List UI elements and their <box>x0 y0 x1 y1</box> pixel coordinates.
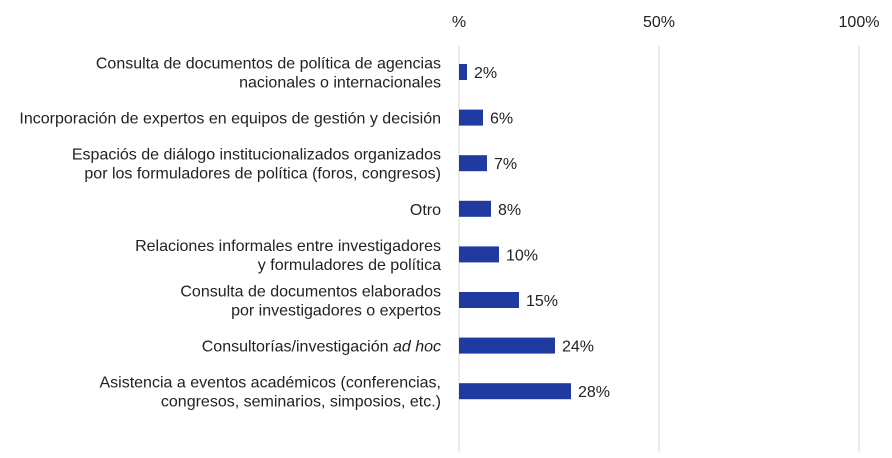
category-label: Relaciones informales entre investigador… <box>135 238 441 255</box>
category-label: Incorporación de expertos en equipos de … <box>19 111 441 128</box>
category-label: congresos, seminarios, simposios, etc.) <box>161 394 441 411</box>
bar <box>459 383 571 400</box>
data-label: 28% <box>578 384 610 401</box>
bar <box>459 155 487 172</box>
data-label: 8% <box>498 202 521 219</box>
bar <box>459 200 491 217</box>
x-axis-ticks: % 50% 100% <box>452 14 880 31</box>
category-labels: Consulta de documentos de política de ag… <box>19 56 441 411</box>
category-label: por los formuladores de política (foros,… <box>84 166 441 183</box>
category-label: nacionales o internacionales <box>239 75 441 92</box>
bars <box>459 64 571 400</box>
category-label: Consulta de documentos de política de ag… <box>96 56 441 73</box>
x-tick-label: 100% <box>839 14 880 31</box>
category-label: y formuladores de política <box>258 257 441 274</box>
category-label: Otro <box>410 202 441 219</box>
bar <box>459 292 519 308</box>
x-tick-label: % <box>452 14 466 31</box>
x-tick-label: 50% <box>643 14 675 31</box>
data-label: 24% <box>562 339 594 356</box>
data-label: 7% <box>494 156 517 173</box>
value-labels: 2% 6% 7% 8% 10% 15% 24% 28% <box>474 65 610 401</box>
bar <box>459 109 483 126</box>
category-label: Asistencia a eventos académicos (confere… <box>99 375 441 392</box>
data-label: 15% <box>526 293 558 310</box>
data-label: 10% <box>506 247 538 264</box>
bar <box>459 337 555 354</box>
bar <box>459 246 499 263</box>
category-label: Espaciós de diálogo institucionalizados … <box>72 147 441 164</box>
data-label: 2% <box>474 65 497 82</box>
category-label: Consulta de documentos elaborados <box>180 284 441 301</box>
data-label: 6% <box>490 111 513 128</box>
bar <box>459 64 467 80</box>
category-label: Consultorías/investigación ad hoc <box>202 339 441 356</box>
category-label: por investigadores o expertos <box>231 303 441 320</box>
